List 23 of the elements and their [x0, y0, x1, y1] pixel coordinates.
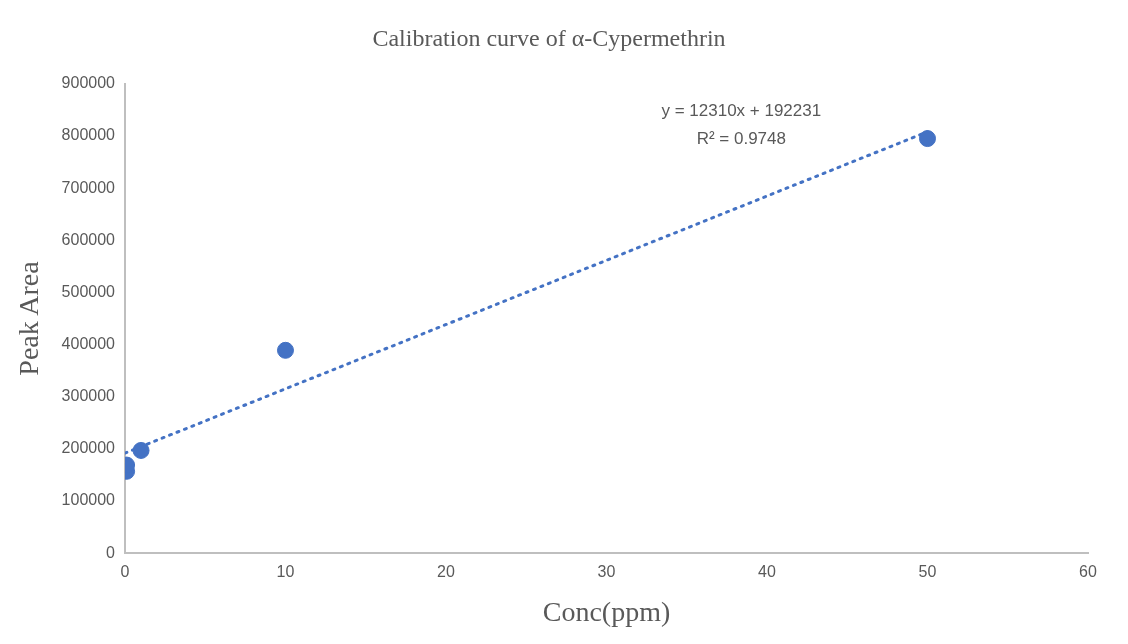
x-axis-title: Conc(ppm) — [542, 595, 671, 627]
y-tick-label: 800000 — [61, 126, 116, 144]
x-tick-label: 40 — [758, 563, 776, 581]
y-tick-label: 400000 — [61, 334, 116, 352]
point — [919, 130, 936, 148]
y-tick-label: 200000 — [61, 439, 116, 457]
x-tick-label: 30 — [597, 563, 616, 581]
y-axis-title: Peak Area — [13, 260, 45, 376]
y-tick-label: 0 — [106, 543, 116, 561]
y-tick-label: 600000 — [61, 230, 116, 248]
x-tick-label: 0 — [120, 563, 130, 581]
annotation: R² = 0.9748 — [696, 129, 786, 149]
x-tick-label: 20 — [437, 563, 455, 581]
y-tick-label: 500000 — [61, 282, 116, 300]
annotation: y = 12310x + 192231 — [661, 101, 822, 121]
y-tick-label: 900000 — [61, 74, 116, 92]
chart-title: Calibration curve of α-Cypermethrin — [372, 24, 726, 51]
x-tick-label: 60 — [1079, 563, 1097, 581]
y-tick-label: 100000 — [61, 491, 116, 509]
y-tick-label: 300000 — [61, 387, 116, 405]
x-tick-label: 10 — [276, 563, 295, 581]
y-tick-label: 700000 — [61, 178, 116, 196]
x-tick-label: 50 — [918, 563, 937, 581]
